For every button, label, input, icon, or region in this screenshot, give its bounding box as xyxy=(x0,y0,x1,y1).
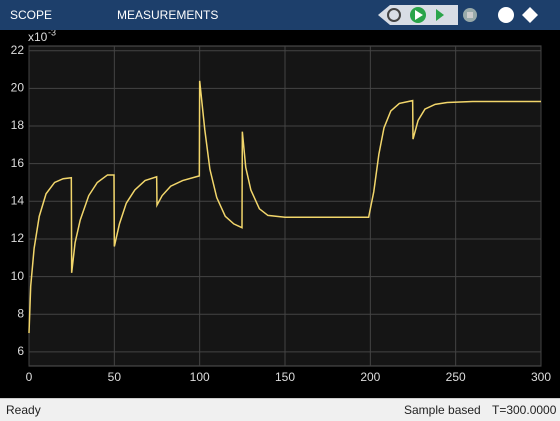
y-tick-label: 12 xyxy=(11,231,25,245)
tab[interactable]: MEASUREMENTS xyxy=(117,8,219,22)
menu-icon[interactable] xyxy=(522,7,538,23)
x-tick-label: 250 xyxy=(446,370,466,384)
chart: x10 -3 6 8 10 12 14 16 18 20 22 0 50 100 150 200 250 30… xyxy=(11,30,552,384)
x-tick-label: 150 xyxy=(275,370,295,384)
exponent: -3 xyxy=(48,30,56,37)
y-tick-label: 22 xyxy=(11,43,25,57)
help-icon[interactable] xyxy=(498,7,514,23)
toolbar: SCOPE MEASUREMENTS xyxy=(0,0,560,30)
x-tick-label: 50 xyxy=(108,370,122,384)
exponent-base: x10 xyxy=(28,30,48,44)
series-line xyxy=(28,80,541,334)
step-icon[interactable] xyxy=(436,9,444,21)
x-tick-label: 100 xyxy=(190,370,210,384)
step-back-icon[interactable] xyxy=(387,8,401,22)
x-tick-label: 300 xyxy=(531,370,551,384)
time-text: T=300.0000 xyxy=(492,403,557,417)
y-tick-label: 10 xyxy=(11,269,25,283)
stop-glyph xyxy=(467,12,473,18)
run-glyph xyxy=(415,10,423,20)
status-text: Ready xyxy=(6,403,41,417)
y-tick-label: 16 xyxy=(11,156,25,170)
x-tick-label: 200 xyxy=(360,370,380,384)
tab[interactable]: SCOPE xyxy=(10,8,53,22)
y-tick-label: 8 xyxy=(17,306,24,320)
toolbar-icons xyxy=(378,5,538,25)
y-tick-label: 14 xyxy=(11,193,25,207)
status-bar: Ready Sample based T=300.0000 xyxy=(0,398,560,421)
y-tick-label: 20 xyxy=(11,81,25,95)
mode-text: Sample based xyxy=(404,403,481,417)
y-tick-label: 18 xyxy=(11,118,25,132)
y-tick-label: 6 xyxy=(17,344,24,358)
x-tick-label: 0 xyxy=(26,370,33,384)
